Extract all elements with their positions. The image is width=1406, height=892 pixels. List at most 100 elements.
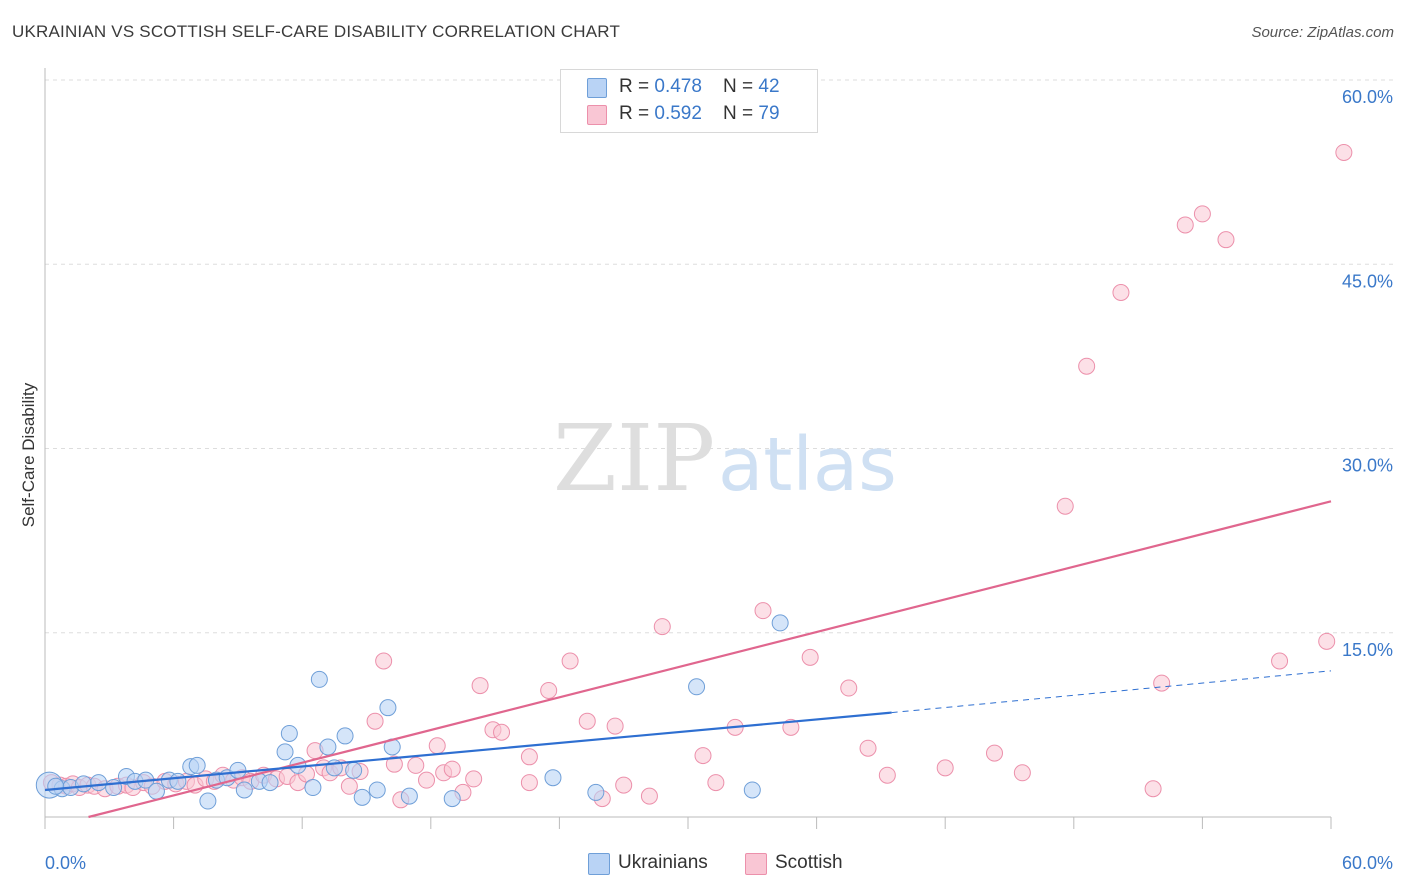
ukrainian-point-24 — [304, 779, 322, 797]
scottish-point-49 — [520, 774, 538, 792]
scottish-point-42 — [443, 760, 461, 778]
scottish-legend-label: Scottish — [775, 852, 843, 873]
scottish-point-79 — [1318, 632, 1336, 650]
x-tick-label-1: 60.0% — [1342, 853, 1393, 873]
scottish-point-70 — [1056, 497, 1074, 515]
y-tick-label-2: 45.0% — [1342, 271, 1393, 291]
scottish-swatch — [587, 105, 607, 125]
ukrainian-point-28 — [336, 727, 354, 745]
scottish-point-80 — [1335, 143, 1353, 161]
ukrainian-point-14 — [199, 792, 217, 810]
scottish-point-48 — [520, 748, 538, 766]
y-axis-label: Self-Care Disability — [19, 382, 38, 527]
ukrainian-point-37 — [587, 783, 605, 801]
scottish-point-65 — [859, 739, 877, 757]
ukrainian-point-32 — [379, 699, 397, 717]
scottish-stats: R = 0.592 N = 79 — [619, 103, 780, 124]
scottish-point-54 — [606, 717, 624, 735]
ukrainian-points — [35, 614, 789, 810]
chart-title: UKRAINIAN VS SCOTTISH SELF-CARE DISABILI… — [12, 22, 621, 41]
scottish-point-71 — [1078, 357, 1096, 375]
ukrainian-point-4 — [90, 774, 108, 792]
scottish-point-51 — [561, 652, 579, 670]
scottish-point-63 — [801, 648, 819, 666]
ukrainian-point-21 — [276, 743, 294, 761]
ukrainians-stats: R = 0.478 N = 42 — [619, 76, 780, 97]
scottish-point-73 — [1176, 216, 1194, 234]
stats-legend: R = 0.478 N = 42 R = 0.592 N = 79 — [560, 69, 818, 133]
ukrainian-point-3 — [75, 775, 93, 793]
ukrainian-point-11 — [169, 772, 187, 790]
scottish-point-74 — [1193, 205, 1211, 223]
scottish-trend-line — [88, 500, 1332, 819]
scottish-point-62 — [782, 718, 800, 736]
scottish-point-59 — [707, 774, 725, 792]
ukrainian-point-9 — [147, 782, 165, 800]
ukrainian-point-38 — [688, 678, 706, 696]
ukrainian-point-13 — [188, 756, 206, 774]
scottish-point-57 — [653, 618, 671, 636]
ukrainians-swatch — [587, 78, 607, 98]
y-tick-label-3: 60.0% — [1342, 87, 1393, 107]
scottish-point-76 — [1144, 780, 1162, 798]
scottish-point-39 — [418, 771, 436, 789]
scottish-point-47 — [493, 723, 511, 741]
scottish-point-32 — [340, 777, 358, 795]
ukrainian-point-26 — [319, 738, 337, 756]
ukrainian-point-25 — [310, 670, 328, 688]
ukrainian-trend-extension — [891, 670, 1332, 714]
trend-lines — [44, 500, 1332, 819]
scottish-point-78 — [1271, 652, 1289, 670]
ukrainian-point-18 — [235, 781, 253, 799]
tick-labels: 15.0% 30.0% 45.0% 60.0% 0.0% 60.0% — [45, 87, 1393, 873]
ukrainian-point-34 — [400, 787, 418, 805]
scottish-point-68 — [985, 744, 1003, 762]
scottish-legend-swatch — [745, 853, 767, 875]
scottish-point-67 — [936, 759, 954, 777]
scottish-point-44 — [465, 770, 483, 788]
ukrainian-point-39 — [743, 781, 761, 799]
scottish-point-52 — [578, 712, 596, 730]
ukrainians-legend-swatch — [588, 853, 610, 875]
ukrainian-point-36 — [544, 769, 562, 787]
ukrainian-point-41 — [47, 777, 65, 795]
ukrainian-point-35 — [443, 790, 461, 808]
series-legend: Ukrainians Scottish — [0, 851, 1406, 877]
ukrainian-trend-line — [44, 711, 892, 792]
watermark-zip: ZIP — [553, 405, 715, 512]
scottish-point-56 — [640, 787, 658, 805]
grid-lines — [45, 79, 1393, 634]
y-tick-label-0: 15.0% — [1342, 640, 1393, 660]
ukrainian-point-40 — [771, 614, 789, 632]
scottish-point-50 — [540, 681, 558, 699]
scottish-point-35 — [375, 652, 393, 670]
scottish-point-45 — [471, 677, 489, 695]
scottish-point-55 — [615, 776, 633, 794]
ukrainians-legend-label: Ukrainians — [618, 852, 708, 873]
scottish-point-77 — [1153, 674, 1171, 692]
scottish-point-66 — [878, 766, 896, 784]
ukrainian-point-17 — [229, 761, 247, 779]
x-tick-label-0: 0.0% — [45, 853, 86, 873]
source-label: Source: ZipAtlas.com — [1251, 24, 1394, 41]
scottish-point-38 — [407, 756, 425, 774]
ukrainian-point-31 — [368, 781, 386, 799]
scottish-point-40 — [428, 737, 446, 755]
scottish-point-36 — [385, 755, 403, 773]
y-tick-label-1: 30.0% — [1342, 456, 1393, 476]
scottish-point-61 — [754, 602, 772, 620]
scottish-point-58 — [694, 747, 712, 765]
scottish-point-34 — [366, 712, 384, 730]
ukrainian-point-5 — [105, 779, 123, 797]
ukrainian-point-20 — [261, 774, 279, 792]
scottish-point-72 — [1112, 284, 1130, 302]
axes — [44, 68, 1332, 829]
ukrainian-point-30 — [353, 788, 371, 806]
scottish-point-69 — [1013, 764, 1031, 782]
watermark-atlas: atlas — [718, 422, 897, 508]
ukrainian-point-22 — [280, 724, 298, 742]
ukrainian-point-29 — [345, 761, 363, 779]
scottish-point-75 — [1217, 231, 1235, 249]
scottish-point-64 — [840, 679, 858, 697]
